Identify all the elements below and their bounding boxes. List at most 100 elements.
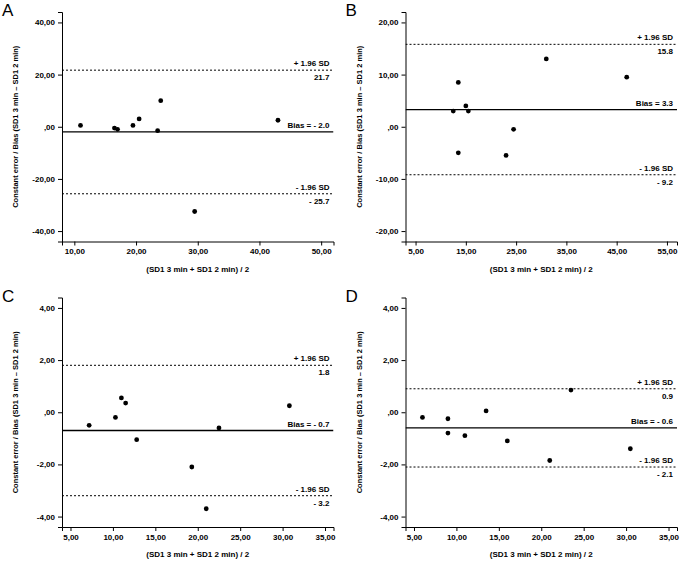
limit-line xyxy=(406,174,678,175)
bias-label: Bias = - 2.0 xyxy=(287,121,330,130)
limit-name: - 1.96 SD xyxy=(296,183,330,192)
x-tick-mark xyxy=(70,527,71,531)
x-tick-mark xyxy=(456,527,457,531)
x-tick-mark xyxy=(499,527,500,531)
x-tick: 45,00 xyxy=(607,242,628,257)
point xyxy=(420,415,425,420)
limit-name: + 1.96 SD xyxy=(637,378,673,387)
y-tick: 20,00 xyxy=(35,71,62,80)
point xyxy=(462,433,467,438)
y-tick-mark xyxy=(402,231,406,232)
x-tick-mark xyxy=(325,527,326,531)
x-tick: 25,00 xyxy=(231,527,252,542)
x-tick-label: 35,00 xyxy=(659,533,680,542)
x-tick-label: 20,00 xyxy=(188,533,209,542)
x-tick-label: 35,00 xyxy=(557,247,578,256)
x-axis-title: (SD1 3 min + SD1 2 min) / 2 xyxy=(146,550,249,559)
y-tick-label: -10,00 xyxy=(376,175,399,184)
x-tick-mark xyxy=(240,527,241,531)
y-tick-mark xyxy=(58,308,62,309)
x-tick-label: 5,00 xyxy=(407,533,423,542)
x-tick-label: 20,00 xyxy=(532,533,553,542)
bias-label: Bias = 3.3 xyxy=(636,99,674,108)
x-tick-label: 25,00 xyxy=(507,247,528,256)
y-axis-title: Constant error / Bias (SD1 3 min – SD1 2… xyxy=(355,45,364,208)
plot: 10,0020,0030,0040,0050,00-40,00-20,00,00… xyxy=(11,13,334,274)
y-tick: -20,00 xyxy=(376,227,406,236)
y-tick-label: 20,00 xyxy=(378,18,399,27)
y-tick-mark xyxy=(58,127,62,128)
x-tick: 30,00 xyxy=(188,242,209,257)
y-tick-mark xyxy=(402,517,406,518)
y-axis-line xyxy=(402,298,407,528)
y-tick: 10,00 xyxy=(378,71,405,80)
y-tick: ,00 xyxy=(387,408,405,417)
x-tick: 20,00 xyxy=(127,242,148,257)
y-tick-mark xyxy=(58,517,62,518)
x-axis-line xyxy=(406,242,678,246)
plot: 5,0015,0025,0035,0045,0055,00-20,00-10,0… xyxy=(355,13,678,274)
x-tick: 30,00 xyxy=(273,527,294,542)
y-tick-mark xyxy=(402,179,406,180)
y-tick: 4,00 xyxy=(39,304,62,313)
x-tick-label: 50,00 xyxy=(312,247,333,256)
x-tick: 10,00 xyxy=(103,527,124,542)
marks xyxy=(62,70,334,214)
point xyxy=(204,506,209,511)
point xyxy=(569,388,574,393)
y-tick: -10,00 xyxy=(376,175,406,184)
x-axis-title: (SD1 3 min + SD1 2 min) / 2 xyxy=(146,265,249,274)
y-tick: 2,00 xyxy=(39,356,62,365)
point xyxy=(134,437,139,442)
y-tick: ,00 xyxy=(387,123,405,132)
x-tick: 25,00 xyxy=(507,242,528,257)
y-tick-label: ,00 xyxy=(387,408,399,417)
x-tick: 15,00 xyxy=(489,527,510,542)
panel-label: B xyxy=(346,1,357,20)
x-tick: 20,00 xyxy=(188,527,209,542)
x-axis: 5,0010,0015,0020,0025,0030,0035,00 xyxy=(63,527,337,542)
limit-name: - 1.96 SD xyxy=(296,485,330,494)
bias-label: Bias = - 0.6 xyxy=(631,417,674,426)
x-tick-label: 10,00 xyxy=(103,533,124,542)
x-tick: 15,00 xyxy=(456,242,477,257)
x-tick: 35,00 xyxy=(659,527,680,542)
limit-value: - 25.7 xyxy=(309,197,330,206)
y-tick-label: -2,00 xyxy=(380,460,399,469)
x-tick: 35,00 xyxy=(557,242,578,257)
x-tick-mark xyxy=(155,527,156,531)
y-tick: ,00 xyxy=(44,408,62,417)
x-tick-mark xyxy=(113,527,114,531)
x-tick-mark xyxy=(74,242,75,246)
x-tick-mark xyxy=(626,527,627,531)
y-tick-mark xyxy=(58,231,62,232)
point xyxy=(456,150,461,155)
x-tick: 40,00 xyxy=(250,242,271,257)
y-tick-mark xyxy=(402,360,406,361)
y-tick: 40,00 xyxy=(35,18,62,27)
limit-line xyxy=(406,388,678,389)
point xyxy=(484,409,489,414)
y-tick-label: 20,00 xyxy=(35,71,56,80)
plot: 5,0010,0015,0020,0025,0030,0035,00-4,00-… xyxy=(11,298,336,559)
limit-value: 21.7 xyxy=(314,73,330,82)
x-axis-title: (SD1 3 min + SD1 2 min) / 2 xyxy=(490,265,593,274)
limit-value: 0.9 xyxy=(662,392,674,401)
y-tick-label: -2,00 xyxy=(37,460,56,469)
y-tick-mark xyxy=(402,75,406,76)
y-tick: -2,00 xyxy=(380,460,405,469)
x-tick-label: 15,00 xyxy=(489,533,510,542)
figure: A10,0020,0030,0040,0050,00-40,00-20,00,0… xyxy=(0,0,687,571)
bias-line xyxy=(406,427,678,428)
x-tick: 55,00 xyxy=(657,242,678,257)
point xyxy=(287,403,292,408)
x-tick-mark xyxy=(584,527,585,531)
limit-name: - 1.96 SD xyxy=(639,164,673,173)
point xyxy=(276,118,281,123)
limit-line xyxy=(62,193,334,194)
y-tick-label: -4,00 xyxy=(37,513,56,522)
y-tick-mark xyxy=(58,22,62,23)
limit-name: + 1.96 SD xyxy=(294,354,330,363)
x-tick-mark xyxy=(321,242,322,246)
y-tick: ,00 xyxy=(44,123,62,132)
